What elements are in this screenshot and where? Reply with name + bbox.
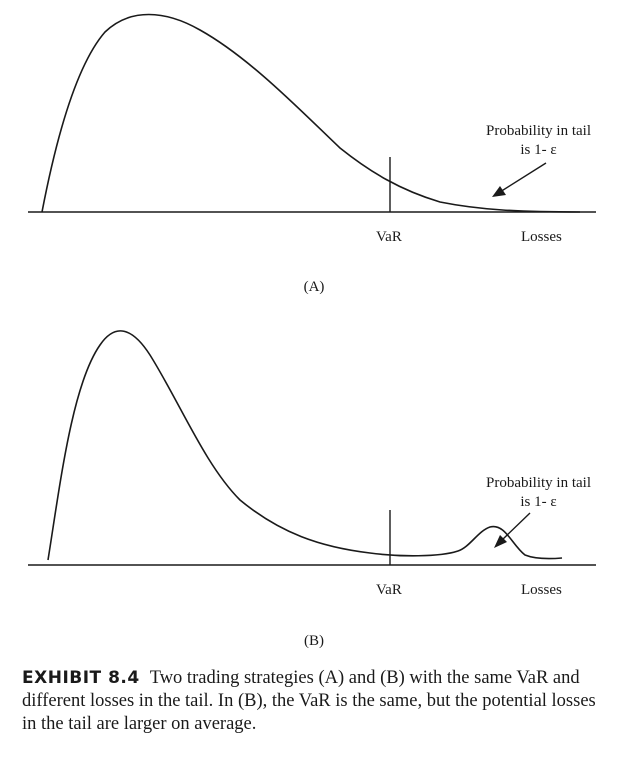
panel-b-losses-label: Losses bbox=[521, 582, 562, 598]
panel-b-diagram: VaR Losses Probability in tail is 1- ε (… bbox=[0, 305, 628, 655]
panel-b-var-label: VaR bbox=[376, 582, 402, 598]
caption-label: EXHIBIT 8.4 bbox=[22, 668, 140, 688]
panel-a-arrowhead bbox=[492, 186, 506, 197]
panel-b-tail-arrow bbox=[501, 512, 531, 541]
panel-a-tail-note-line2: is 1- ε bbox=[520, 142, 557, 158]
panel-b-tail-note-line1: Probability in tail bbox=[486, 475, 591, 491]
panel-a-density-curve bbox=[41, 13, 581, 213]
panel-a-tail-note-line1: Probability in tail bbox=[486, 123, 591, 139]
panel-a-letter: (A) bbox=[303, 279, 325, 295]
caption-text: Two trading strategies (A) and (B) with … bbox=[22, 668, 596, 734]
panel-b-figure bbox=[28, 330, 596, 566]
panel-a-figure bbox=[28, 13, 596, 213]
panel-a-tail-note: Probability in tail is 1- ε bbox=[486, 122, 591, 160]
panel-a-tail-arrow bbox=[499, 162, 547, 193]
panel-b-tail-note: Probability in tail is 1- ε bbox=[486, 474, 591, 512]
panel-b-arrowhead bbox=[494, 535, 507, 548]
figure-caption: EXHIBIT 8.4 Two trading strategies (A) an… bbox=[22, 667, 612, 736]
panel-b-letter: (B) bbox=[304, 633, 324, 649]
panel-a-var-label: VaR bbox=[376, 229, 402, 245]
panel-a-diagram: VaR Losses Probability in tail is 1- ε (… bbox=[0, 0, 628, 300]
panel-b-density-curve bbox=[47, 330, 563, 561]
panel-a-losses-label: Losses bbox=[521, 229, 562, 245]
panel-b-tail-note-line2: is 1- ε bbox=[520, 494, 557, 510]
